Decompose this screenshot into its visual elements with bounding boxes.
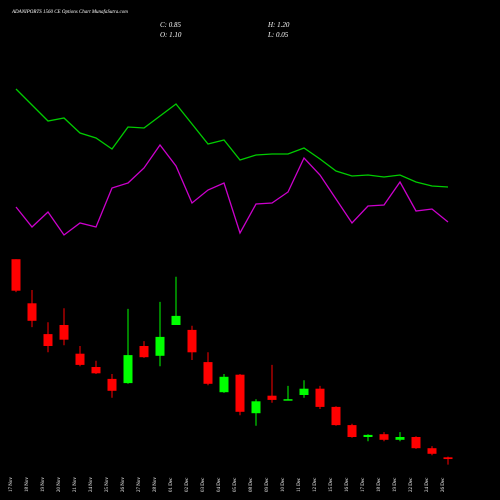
x-tick-label: 12 Dec bbox=[313, 477, 318, 492]
x-tick-label: 22 Dec bbox=[409, 477, 414, 492]
high-text: H: 1.20 bbox=[267, 21, 290, 29]
close-text: C: 0.85 bbox=[160, 21, 182, 29]
candle-body bbox=[187, 329, 197, 353]
x-tick-label: 01 Dec bbox=[169, 477, 174, 492]
x-tick-label: 27 Nov bbox=[137, 477, 142, 492]
candle-body bbox=[299, 388, 309, 395]
candle-body bbox=[331, 406, 341, 426]
x-tick-label: 24 Nov bbox=[89, 477, 94, 492]
candle-body bbox=[75, 353, 85, 365]
x-tick-label: 05 Dec bbox=[233, 477, 238, 492]
candle-body bbox=[283, 399, 293, 401]
candle-body bbox=[171, 315, 181, 325]
candle-body bbox=[315, 388, 325, 407]
x-tick-label: 20 Nov bbox=[57, 477, 62, 492]
x-tick-label: 19 Dec bbox=[393, 477, 398, 492]
x-tick-label: 15 Dec bbox=[329, 477, 334, 492]
x-tick-label: 03 Dec bbox=[201, 477, 206, 492]
x-tick-label: 28 Nov bbox=[153, 477, 158, 492]
x-tick-label: 09 Dec bbox=[265, 477, 270, 492]
candle-body bbox=[379, 434, 389, 440]
x-tick-label: 21 Nov bbox=[73, 477, 78, 492]
x-tick-label: 25 Nov bbox=[105, 477, 110, 492]
candle-body bbox=[235, 374, 245, 412]
candle-body bbox=[139, 346, 149, 358]
candle-body bbox=[59, 325, 69, 340]
candle-body bbox=[427, 448, 437, 454]
x-tick-label: 08 Dec bbox=[249, 477, 254, 492]
x-tick-label: 04 Dec bbox=[217, 477, 222, 492]
candle-body bbox=[443, 457, 453, 460]
candle-body bbox=[203, 362, 213, 384]
candle-body bbox=[251, 401, 261, 414]
candle-body bbox=[27, 303, 37, 321]
candle-body bbox=[107, 378, 117, 391]
x-tick-label: 16 Dec bbox=[345, 477, 350, 492]
candle-body bbox=[11, 259, 21, 291]
x-tick-label: 11 Dec bbox=[297, 477, 302, 492]
indicator-line bbox=[15, 88, 449, 188]
candle-body bbox=[219, 376, 229, 393]
candle-body bbox=[91, 367, 101, 374]
x-tick-label: 18 Nov bbox=[25, 477, 30, 492]
x-tick-label: 26 Nov bbox=[121, 477, 126, 492]
x-tick-label: 17 Nov bbox=[9, 477, 14, 492]
x-tick-label: 17 Dec bbox=[361, 477, 366, 492]
open-text: O: 1.10 bbox=[160, 31, 182, 39]
candle-body bbox=[123, 355, 133, 384]
chart-title: ADANIPORTS 1560 CE Options Chart MunafaS… bbox=[11, 10, 128, 15]
candle-body bbox=[363, 434, 373, 437]
x-tick-label: 10 Dec bbox=[281, 477, 286, 492]
candle-body bbox=[267, 395, 277, 400]
candle-body bbox=[347, 425, 357, 437]
x-tick-label: 26 Dec bbox=[441, 477, 446, 492]
candle-body bbox=[411, 437, 421, 449]
x-tick-label: 02 Dec bbox=[185, 477, 190, 492]
candle-body bbox=[395, 437, 405, 440]
low-text: L: 0.05 bbox=[267, 31, 289, 39]
x-tick-label: 19 Nov bbox=[41, 477, 46, 492]
x-tick-label: 24 Dec bbox=[425, 477, 430, 492]
candle-body bbox=[43, 334, 53, 346]
indicator-line bbox=[15, 143, 449, 236]
x-tick-label: 18 Dec bbox=[377, 477, 382, 492]
candle-body bbox=[155, 336, 165, 356]
